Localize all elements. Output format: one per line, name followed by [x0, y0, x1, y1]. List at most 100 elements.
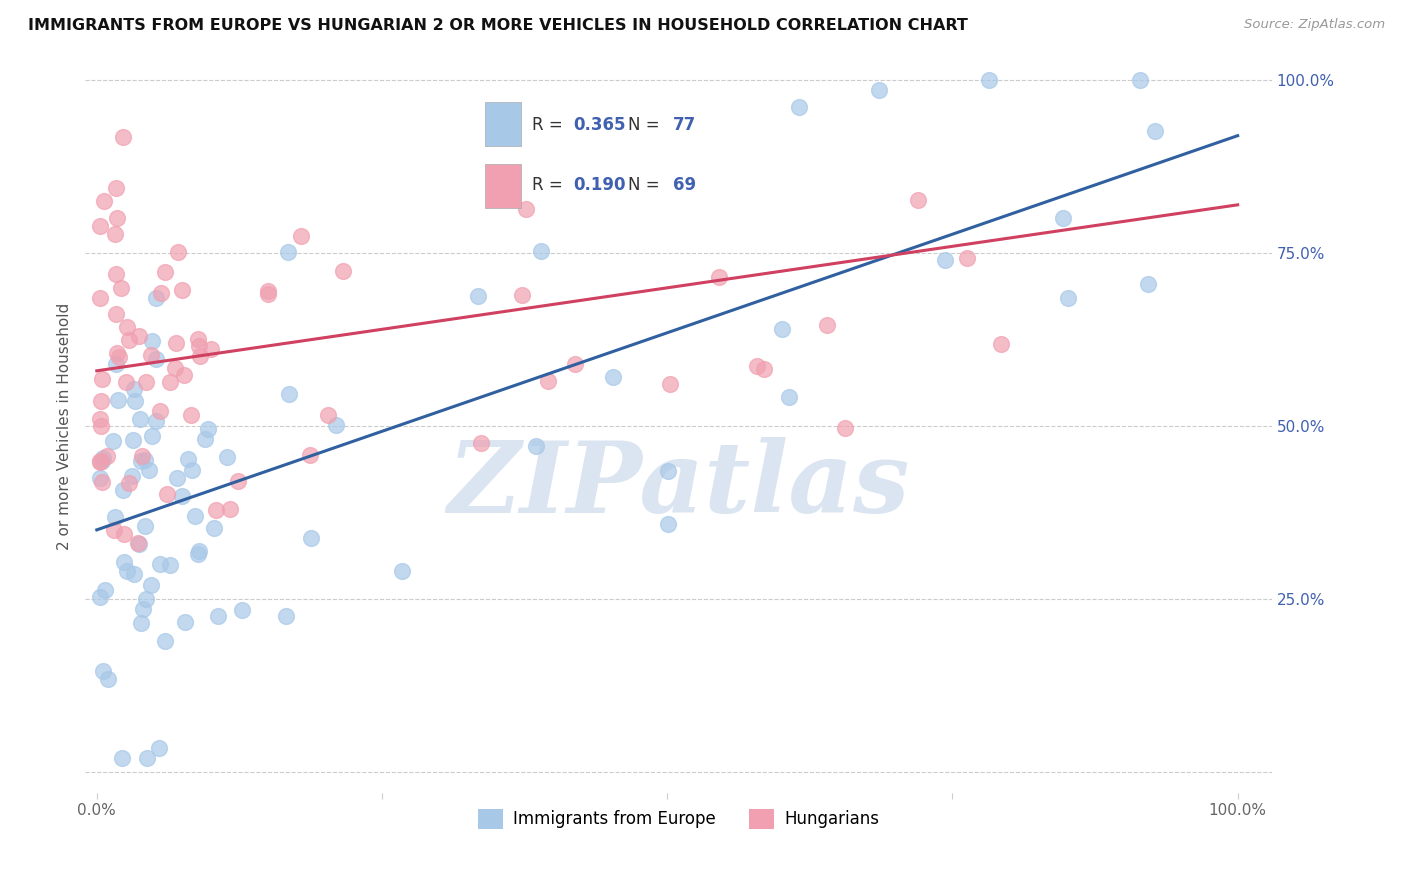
Point — [121, 468, 143, 483]
Text: ZIPatlas: ZIPatlas — [447, 436, 910, 533]
Point — [148, 741, 170, 756]
Point — [515, 202, 537, 216]
Point — [131, 450, 153, 464]
Point — [1136, 277, 1159, 292]
Point — [657, 516, 679, 531]
Point — [91, 451, 114, 466]
Point — [180, 408, 202, 422]
Point — [174, 615, 197, 629]
Point — [89, 412, 111, 426]
Point — [202, 521, 225, 535]
Text: Source: ZipAtlas.com: Source: ZipAtlas.com — [1244, 18, 1385, 31]
Point — [332, 263, 354, 277]
Point — [128, 537, 150, 551]
Point — [228, 474, 250, 488]
Point — [134, 519, 156, 533]
Point — [110, 281, 132, 295]
Point — [112, 555, 135, 569]
Point — [745, 359, 768, 373]
Point — [90, 393, 112, 408]
Point — [167, 244, 190, 259]
Point — [1129, 73, 1152, 87]
Point — [934, 253, 956, 268]
Point — [215, 450, 238, 464]
Point — [89, 454, 111, 468]
Point — [89, 590, 111, 604]
Point — [187, 547, 209, 561]
Point — [128, 412, 150, 426]
Point — [97, 673, 120, 687]
Point — [145, 414, 167, 428]
Legend: Immigrants from Europe, Hungarians: Immigrants from Europe, Hungarians — [471, 802, 886, 836]
Point — [277, 386, 299, 401]
Point — [172, 489, 194, 503]
Point — [141, 348, 163, 362]
Point — [770, 321, 793, 335]
Point — [298, 448, 321, 462]
Point — [1052, 211, 1074, 225]
Point — [299, 531, 322, 545]
Point — [979, 73, 1001, 87]
Y-axis label: 2 or more Vehicles in Household: 2 or more Vehicles in Household — [58, 302, 72, 549]
Point — [659, 376, 682, 391]
Point — [156, 486, 179, 500]
Point — [132, 602, 155, 616]
Point — [159, 375, 181, 389]
Point — [129, 454, 152, 468]
Point — [134, 453, 156, 467]
Point — [707, 269, 730, 284]
Point — [89, 291, 111, 305]
Point — [89, 455, 111, 469]
Point — [101, 434, 124, 448]
Point — [990, 337, 1012, 351]
Point — [115, 564, 138, 578]
Point — [89, 219, 111, 233]
Point — [657, 464, 679, 478]
Point — [141, 334, 163, 349]
Point — [170, 283, 193, 297]
Point — [325, 417, 347, 432]
Point — [128, 329, 150, 343]
Point — [90, 475, 112, 490]
Point — [789, 100, 811, 114]
Point — [138, 463, 160, 477]
Point — [257, 287, 280, 301]
Point — [197, 422, 219, 436]
Point — [145, 352, 167, 367]
Point — [290, 229, 312, 244]
Point — [752, 361, 775, 376]
Point — [122, 434, 145, 448]
Point — [104, 358, 127, 372]
Point — [166, 471, 188, 485]
Point — [564, 357, 586, 371]
Point — [1143, 124, 1166, 138]
Point — [134, 375, 156, 389]
Point — [89, 471, 111, 485]
Point — [111, 751, 134, 765]
Point — [524, 439, 547, 453]
Point — [104, 509, 127, 524]
Point — [141, 429, 163, 443]
Point — [391, 564, 413, 578]
Point — [316, 408, 339, 422]
Point — [207, 609, 229, 624]
Point — [868, 83, 890, 97]
Point — [112, 526, 135, 541]
Point — [91, 664, 114, 678]
Point — [118, 333, 141, 347]
Point — [104, 227, 127, 242]
Point — [149, 404, 172, 418]
Point — [122, 567, 145, 582]
Point — [124, 394, 146, 409]
Point — [103, 523, 125, 537]
Point — [176, 452, 198, 467]
Point — [956, 251, 979, 265]
Point — [153, 634, 176, 648]
Point — [91, 454, 114, 468]
Point — [149, 557, 172, 571]
Point — [159, 558, 181, 573]
Point — [150, 286, 173, 301]
Point — [204, 503, 226, 517]
Point — [122, 382, 145, 396]
Point — [907, 193, 929, 207]
